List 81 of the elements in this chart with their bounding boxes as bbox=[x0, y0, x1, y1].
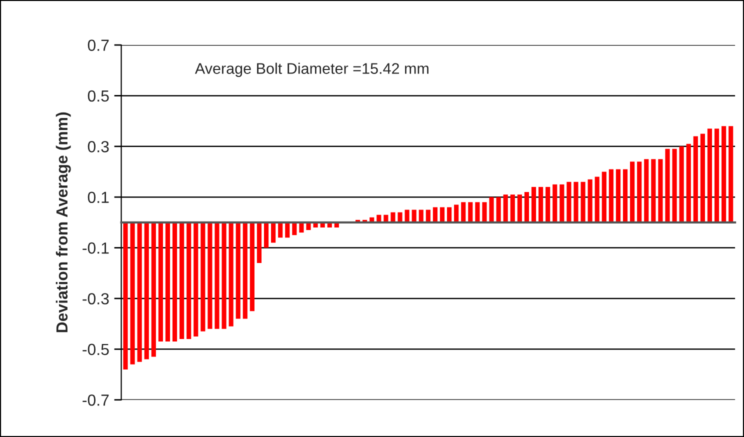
bar bbox=[531, 186, 536, 222]
y-tick-label: -0.7 bbox=[82, 394, 109, 406]
bar bbox=[271, 222, 276, 243]
y-tick-label: 0.3 bbox=[88, 141, 109, 152]
bar bbox=[256, 222, 262, 263]
bar bbox=[594, 176, 600, 222]
bar bbox=[714, 128, 720, 222]
bar bbox=[637, 162, 642, 222]
y-tick-label: -0.1 bbox=[82, 242, 109, 254]
bar bbox=[151, 222, 156, 357]
bar bbox=[194, 222, 198, 336]
bar bbox=[137, 222, 142, 362]
bar bbox=[482, 202, 487, 222]
bar bbox=[588, 179, 592, 222]
y-axis-title: Deviation from Average (mm) bbox=[56, 112, 71, 332]
bar bbox=[679, 146, 684, 222]
bar bbox=[658, 159, 663, 222]
bar bbox=[546, 186, 550, 222]
bar bbox=[580, 182, 586, 222]
bar bbox=[700, 134, 705, 222]
bar bbox=[285, 222, 290, 238]
bar bbox=[398, 212, 402, 222]
bar bbox=[552, 184, 558, 222]
bar bbox=[722, 126, 726, 222]
bar bbox=[644, 159, 649, 222]
y-tick-label: -0.3 bbox=[82, 293, 109, 304]
bar bbox=[517, 194, 522, 222]
bar bbox=[496, 197, 501, 222]
bar bbox=[538, 186, 544, 222]
bar bbox=[468, 202, 473, 222]
bar bbox=[475, 202, 480, 222]
bar bbox=[242, 222, 248, 319]
y-tick-label: 0.1 bbox=[88, 192, 109, 204]
bar bbox=[236, 222, 240, 319]
bar bbox=[524, 192, 530, 222]
y-tick-label: 0.5 bbox=[88, 90, 109, 102]
bar bbox=[651, 159, 656, 222]
bar bbox=[250, 222, 254, 312]
bar bbox=[622, 169, 628, 222]
bar bbox=[707, 128, 712, 222]
bar bbox=[180, 222, 184, 340]
bar bbox=[602, 172, 606, 222]
bar bbox=[299, 222, 304, 233]
y-tick-label: 0.7 bbox=[88, 40, 109, 51]
bar bbox=[447, 207, 452, 222]
bar bbox=[616, 169, 621, 222]
bar bbox=[686, 144, 691, 222]
bar bbox=[630, 162, 635, 222]
bar bbox=[228, 222, 234, 326]
bar bbox=[665, 148, 670, 222]
bar bbox=[278, 222, 283, 238]
bar bbox=[510, 194, 515, 222]
bar bbox=[440, 207, 445, 222]
bar bbox=[432, 207, 438, 222]
bar bbox=[165, 222, 170, 342]
bar bbox=[560, 184, 564, 222]
bar bbox=[574, 182, 578, 222]
bar bbox=[503, 194, 508, 222]
bar bbox=[728, 126, 734, 222]
bar bbox=[264, 222, 269, 248]
bar bbox=[454, 204, 459, 222]
bar bbox=[461, 202, 466, 222]
bar bbox=[390, 212, 396, 222]
bar bbox=[566, 182, 572, 222]
bar bbox=[158, 222, 163, 342]
annotation: Average Bolt Diameter =15.42 mm bbox=[194, 62, 428, 77]
bar bbox=[306, 222, 311, 230]
bar bbox=[489, 197, 494, 222]
bar bbox=[123, 222, 128, 370]
bar bbox=[172, 222, 178, 342]
bar bbox=[672, 148, 677, 222]
bar bbox=[214, 222, 220, 329]
bar bbox=[144, 222, 149, 360]
bar bbox=[693, 136, 698, 222]
bar bbox=[200, 222, 206, 332]
bar bbox=[186, 222, 192, 340]
y-tick-label: -0.5 bbox=[82, 344, 109, 356]
bar bbox=[208, 222, 212, 329]
bar bbox=[608, 169, 614, 222]
bar bbox=[130, 222, 135, 364]
bar bbox=[222, 222, 226, 329]
